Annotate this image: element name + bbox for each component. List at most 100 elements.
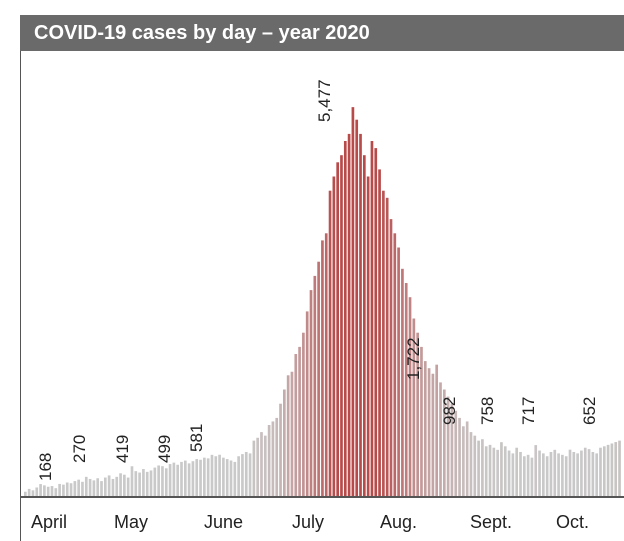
bar — [595, 453, 599, 496]
bar — [553, 449, 557, 496]
bar — [24, 491, 27, 496]
bar — [222, 457, 225, 496]
bar — [149, 470, 153, 496]
x-axis — [20, 496, 624, 498]
month-label: April — [31, 512, 68, 532]
bar — [81, 481, 84, 496]
data-label: 168 — [36, 452, 55, 481]
data-label: 270 — [70, 434, 89, 463]
bar — [397, 247, 400, 496]
bar — [328, 190, 332, 496]
bar — [481, 439, 484, 496]
bar — [469, 432, 473, 496]
bar — [244, 451, 248, 496]
bar — [500, 442, 503, 496]
bar — [442, 389, 446, 496]
bar — [199, 459, 202, 496]
bar — [203, 457, 206, 496]
bar — [465, 421, 469, 496]
bar — [431, 373, 435, 496]
bar — [157, 465, 160, 496]
data-label: 652 — [580, 396, 599, 425]
bar — [561, 454, 564, 496]
bar — [412, 318, 416, 496]
bar — [401, 268, 404, 496]
bar — [62, 484, 65, 496]
bar — [263, 435, 267, 496]
bar — [602, 446, 606, 496]
bar — [46, 486, 50, 496]
month-label: July — [292, 512, 325, 532]
bar — [587, 449, 591, 496]
bar — [92, 480, 96, 496]
bar — [614, 442, 618, 496]
bar — [324, 233, 328, 497]
bar — [549, 451, 553, 496]
bar — [252, 440, 256, 496]
bar — [260, 432, 263, 496]
bar — [286, 375, 290, 496]
bar — [347, 133, 351, 496]
bar — [511, 453, 515, 496]
bar — [340, 155, 343, 496]
bar — [522, 456, 526, 496]
bar — [389, 219, 393, 496]
bar — [103, 477, 107, 496]
bar — [77, 479, 80, 496]
bar — [176, 464, 180, 496]
bar — [115, 476, 119, 496]
bar — [545, 456, 549, 496]
bar — [557, 453, 560, 496]
bar — [69, 483, 73, 496]
bar — [542, 453, 545, 496]
bar — [237, 456, 240, 496]
bar — [73, 481, 77, 496]
bar — [351, 107, 355, 496]
bar — [172, 462, 176, 496]
bar — [256, 437, 260, 496]
bar — [271, 421, 275, 496]
bar — [374, 148, 378, 496]
bar — [435, 364, 439, 496]
bar — [370, 141, 374, 496]
bar — [450, 403, 454, 496]
bar — [618, 440, 621, 496]
bar — [214, 456, 218, 496]
bar — [126, 477, 130, 496]
bar — [100, 481, 103, 496]
bar — [359, 133, 362, 496]
bar — [362, 155, 366, 496]
bar — [515, 447, 519, 496]
bar — [454, 410, 458, 496]
bar — [404, 283, 408, 496]
bar — [142, 469, 145, 496]
bar — [423, 361, 427, 496]
bar — [241, 454, 244, 496]
bar — [27, 488, 31, 496]
month-label: Aug. — [380, 512, 418, 532]
data-label: 5,477 — [315, 79, 334, 122]
data-label: 581 — [187, 423, 206, 452]
bar — [583, 447, 587, 496]
bar — [145, 471, 149, 496]
bar — [462, 426, 465, 496]
bar — [302, 332, 305, 496]
bar — [50, 486, 54, 496]
bar — [572, 451, 576, 496]
bar — [336, 162, 339, 497]
bar — [164, 468, 168, 496]
bar — [298, 346, 301, 496]
bar — [187, 463, 191, 496]
bar — [43, 485, 46, 496]
bar — [427, 368, 431, 496]
bar — [130, 466, 134, 496]
bar — [290, 371, 294, 496]
bar — [111, 478, 115, 496]
bar — [195, 459, 199, 496]
bar — [153, 467, 157, 496]
bar — [530, 457, 534, 496]
bar — [180, 461, 183, 496]
bar — [473, 435, 477, 496]
bar — [96, 478, 100, 496]
